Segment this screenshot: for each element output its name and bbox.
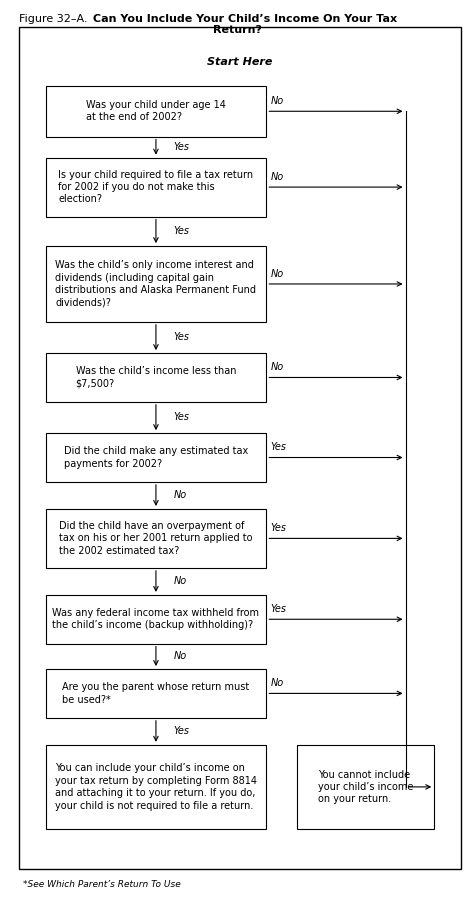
Text: No: No	[271, 362, 284, 372]
Text: You can include your child’s income on
your tax return by completing Form 8814
a: You can include your child’s income on y…	[55, 763, 257, 811]
Text: Yes: Yes	[271, 523, 287, 533]
Text: Did the child have an overpayment of
tax on his or her 2001 return applied to
th: Did the child have an overpayment of tax…	[59, 521, 253, 556]
Bar	[46, 669, 266, 718]
Text: Are you the parent whose return must
be used?*: Are you the parent whose return must be …	[62, 682, 249, 705]
Text: Can You Include Your Child’s Income On Your Tax: Can You Include Your Child’s Income On Y…	[93, 14, 397, 23]
Text: No: No	[271, 268, 284, 279]
Text: No: No	[174, 577, 187, 587]
Text: You cannot include
your child’s income
on your return.: You cannot include your child’s income o…	[318, 769, 413, 805]
Text: Was your child under age 14
at the end of 2002?: Was your child under age 14 at the end o…	[86, 100, 226, 123]
Text: Yes: Yes	[271, 605, 287, 614]
Text: Was the child’s income less than
$7,500?: Was the child’s income less than $7,500?	[76, 367, 236, 388]
Text: No: No	[271, 172, 284, 182]
Bar	[46, 595, 266, 643]
Bar	[46, 246, 266, 322]
Text: No: No	[271, 96, 284, 106]
Bar	[46, 433, 266, 482]
Bar	[46, 509, 266, 568]
Text: Was the child’s only income interest and
dividends (including capital gain
distr: Was the child’s only income interest and…	[56, 260, 256, 307]
Text: Was any federal income tax withheld from
the child’s income (backup withholding): Was any federal income tax withheld from…	[52, 608, 259, 631]
Text: Yes: Yes	[174, 142, 190, 152]
Text: Start Here: Start Here	[207, 57, 273, 67]
Bar	[46, 158, 266, 216]
Text: Return?: Return?	[213, 25, 262, 35]
Text: *See Which Parent’s Return To Use: *See Which Parent’s Return To Use	[23, 879, 181, 888]
Text: Yes: Yes	[174, 332, 190, 342]
Bar	[46, 745, 266, 829]
Bar	[46, 353, 266, 402]
Text: Is your child required to file a tax return
for 2002 if you do not make this
ele: Is your child required to file a tax ret…	[58, 169, 254, 205]
Bar	[46, 86, 266, 137]
Text: Did the child make any estimated tax
payments for 2002?: Did the child make any estimated tax pay…	[64, 446, 248, 469]
Text: No: No	[174, 490, 187, 500]
Bar	[297, 745, 434, 829]
Text: No: No	[271, 678, 284, 688]
Text: Yes: Yes	[271, 442, 287, 452]
Text: Yes: Yes	[174, 726, 190, 736]
Text: Yes: Yes	[174, 413, 190, 423]
Text: Yes: Yes	[174, 226, 190, 236]
Text: No: No	[174, 651, 187, 661]
Text: Figure 32–A.: Figure 32–A.	[19, 14, 87, 23]
